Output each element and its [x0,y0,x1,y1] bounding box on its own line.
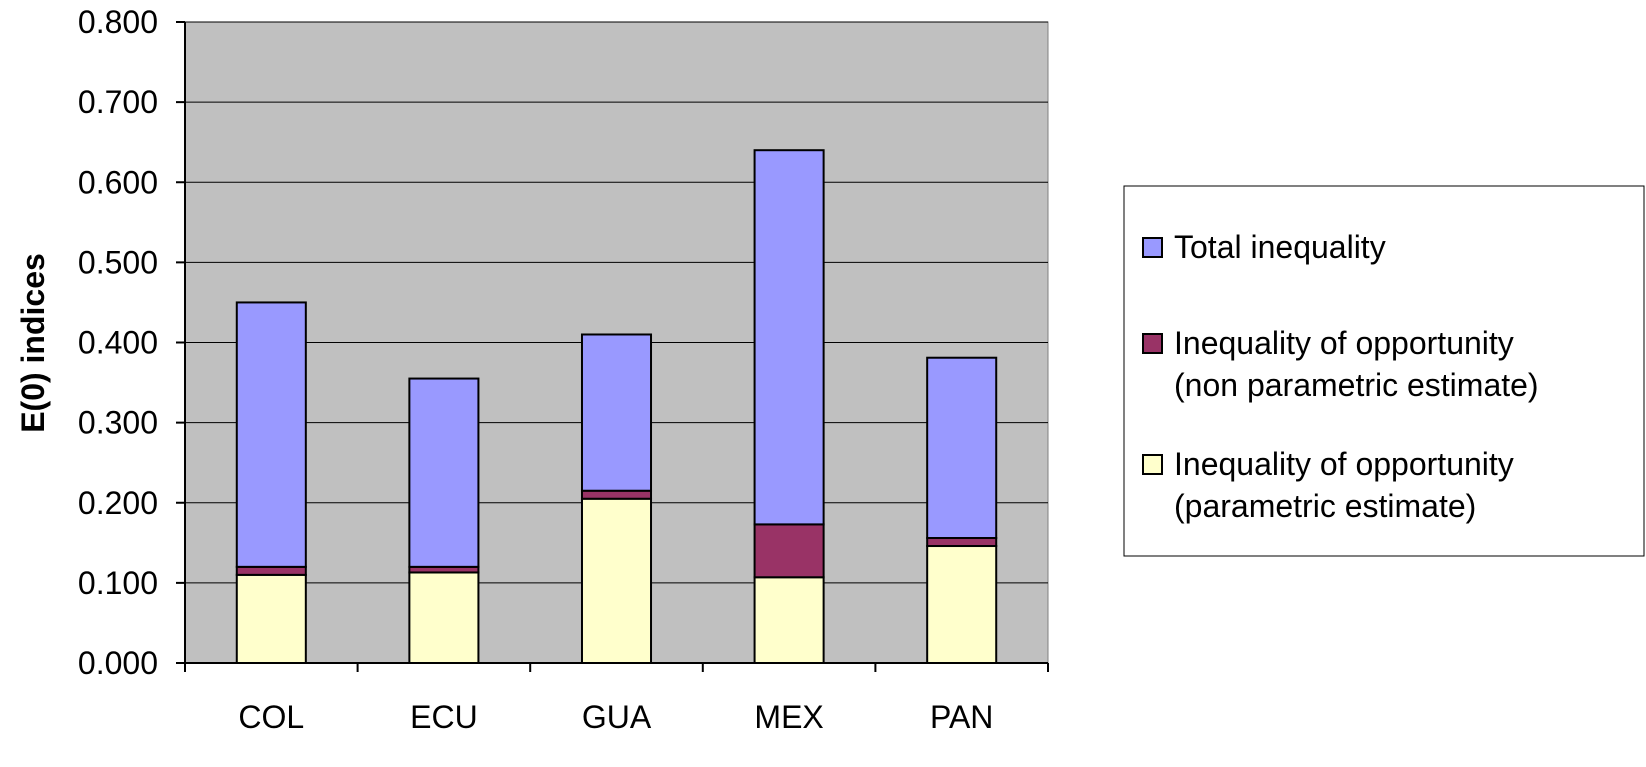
bar-segment [580,497,653,664]
legend-swatch [1142,237,1163,258]
bar-segment [753,523,825,579]
bar-segment [408,377,480,568]
bar-segment [408,571,480,664]
y-tick-label: 0.000 [78,645,158,681]
y-axis-label: E(0) indices [15,253,51,433]
y-tick-label: 0.100 [78,565,158,601]
x-axis-ticks: COL ECU GUA MEX PAN [184,663,1049,735]
y-tick-label: 0.800 [78,4,158,40]
legend-label: Inequality of opportunity [1174,325,1514,361]
bar-segment [926,545,998,665]
legend-label: Total inequality [1174,229,1386,265]
bar-segment [926,537,998,548]
y-axis-ticks: 0.000 0.100 0.200 0.300 0.400 0.500 0.600 0.700… [78,4,185,681]
legend-label: (parametric estimate) [1174,488,1476,524]
x-tick-label: MEX [754,699,823,735]
y-tick-label: 0.600 [78,164,158,200]
legend-swatch [1142,333,1163,354]
x-tick-label: GUA [582,699,652,735]
bar-segment [753,576,825,664]
x-tick-label: COL [238,699,304,735]
x-tick-label: PAN [930,699,993,735]
gridlines [185,21,1048,584]
legend-swatch [1142,454,1163,475]
legend-box [1123,185,1645,557]
y-tick-label: 0.200 [78,485,158,521]
legend-label: (non parametric estimate) [1174,367,1539,403]
bar-segment [753,149,825,526]
y-tick-label: 0.400 [78,325,158,361]
bar-segment [235,565,307,576]
legend-label: Inequality of opportunity [1174,446,1514,482]
y-tick-label: 0.500 [78,244,158,280]
x-tick-label: ECU [410,699,478,735]
bar-segment [580,489,653,500]
bar-segment [580,333,653,492]
bar-segment [235,301,307,568]
y-tick-label: 0.700 [78,84,158,120]
legend: Total inequality Inequality of opportunit… [1123,185,1645,557]
bars [235,149,998,665]
y-tick-label: 0.300 [78,405,158,441]
bar-segment [926,356,998,540]
bar-segment [235,573,307,664]
